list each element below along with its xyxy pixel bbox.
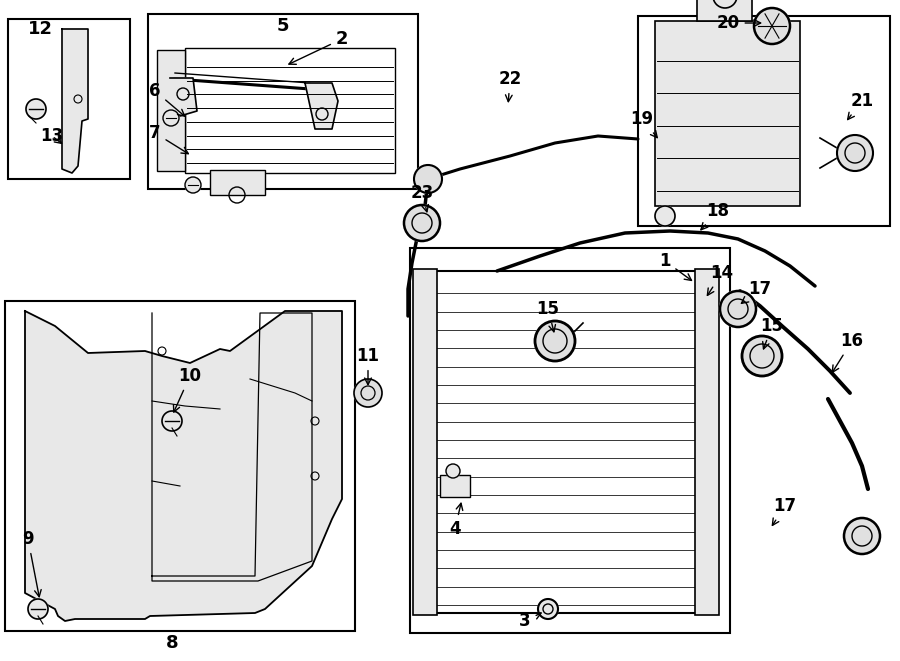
Text: 1: 1 [659,252,691,280]
Circle shape [655,206,675,226]
Circle shape [404,205,440,241]
Circle shape [26,99,46,119]
Text: 21: 21 [848,92,874,120]
Circle shape [713,0,737,8]
Text: 7: 7 [149,124,188,154]
Text: 23: 23 [410,184,434,212]
Bar [5,301,355,631]
Circle shape [185,177,201,193]
Text: 14: 14 [707,264,733,295]
Circle shape [728,299,748,319]
Circle shape [354,379,382,407]
Bar [638,16,890,226]
Text: 15: 15 [536,300,560,332]
Circle shape [414,165,442,193]
Bar [655,21,800,206]
Polygon shape [25,311,342,621]
Text: 9: 9 [22,530,41,597]
Polygon shape [305,83,338,129]
Circle shape [852,526,872,546]
Circle shape [720,291,756,327]
Circle shape [535,321,575,361]
Circle shape [543,329,567,353]
Bar [185,48,395,173]
Bar [148,14,418,189]
Circle shape [162,411,182,431]
Circle shape [412,213,432,233]
Text: 17: 17 [772,497,796,525]
Polygon shape [170,78,197,116]
Bar [8,19,130,179]
Text: 17: 17 [742,280,771,303]
Circle shape [28,599,48,619]
Text: 12: 12 [28,20,52,38]
Text: 10: 10 [174,367,202,412]
Text: 2: 2 [289,30,348,64]
Polygon shape [62,29,88,173]
Bar [210,170,265,195]
Text: 8: 8 [166,634,178,652]
Text: 16: 16 [832,332,863,372]
Circle shape [361,386,375,400]
Bar [413,269,437,615]
Circle shape [742,336,782,376]
Text: 15: 15 [760,317,784,349]
Text: 5: 5 [277,17,289,35]
Text: 4: 4 [449,503,463,538]
Text: 22: 22 [499,70,522,102]
Circle shape [754,8,790,44]
Circle shape [750,344,774,368]
Bar [440,475,470,497]
Bar [695,269,719,615]
Text: 13: 13 [40,127,64,145]
Bar [435,271,697,613]
Text: 20: 20 [716,14,760,32]
Circle shape [538,599,558,619]
Text: 19: 19 [630,110,657,137]
Text: 6: 6 [149,82,184,116]
Text: 3: 3 [519,612,541,630]
Text: 18: 18 [701,202,730,230]
Circle shape [845,143,865,163]
Circle shape [446,464,460,478]
Circle shape [837,135,873,171]
Bar [697,0,752,21]
Circle shape [163,110,179,126]
Bar [157,50,185,171]
Text: 11: 11 [356,347,380,385]
Bar [410,248,730,633]
Circle shape [844,518,880,554]
